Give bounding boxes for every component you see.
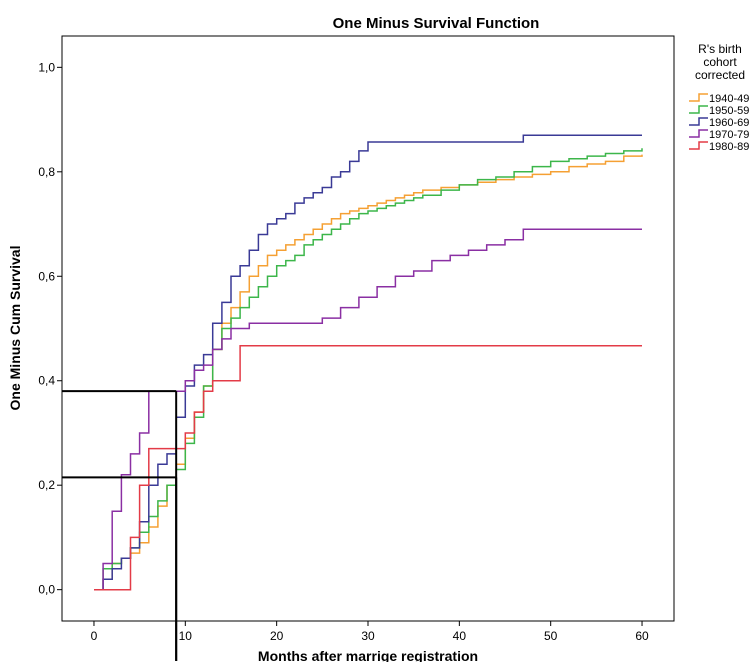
legend: R's birthcohortcorrected1940-491950-5919… bbox=[689, 42, 749, 153]
legend-title-line: corrected bbox=[695, 68, 745, 82]
legend-label: 1980-89 bbox=[709, 141, 749, 153]
legend-label: 1950-59 bbox=[709, 105, 749, 117]
x-tick-label: 20 bbox=[270, 629, 284, 643]
x-tick-label: 30 bbox=[361, 629, 375, 643]
legend-label: 1940-49 bbox=[709, 93, 749, 105]
y-tick-label: 0,0 bbox=[38, 583, 55, 597]
series-line-1980-89 bbox=[94, 344, 642, 591]
series-line-1960-69 bbox=[94, 134, 642, 591]
legend-swatch-1950-59 bbox=[689, 105, 708, 114]
x-tick-label: 0 bbox=[91, 629, 98, 643]
y-tick-label: 0,4 bbox=[38, 374, 55, 388]
legend-swatch-1940-49 bbox=[689, 93, 708, 102]
x-tick-label: 40 bbox=[453, 629, 467, 643]
legend-title-line: cohort bbox=[703, 55, 737, 69]
y-axis-label: One Minus Cum Survival bbox=[7, 246, 23, 411]
chart-title: One Minus Survival Function bbox=[333, 15, 540, 32]
legend-swatch-1980-89 bbox=[689, 141, 708, 150]
legend-label: 1960-69 bbox=[709, 117, 749, 129]
y-tick-label: 0,6 bbox=[38, 269, 55, 283]
legend-swatch-1960-69 bbox=[689, 117, 708, 126]
series-line-1950-59 bbox=[94, 148, 643, 591]
x-axis: 0 10 20 30 40 50 60 bbox=[91, 621, 649, 643]
legend-label: 1970-79 bbox=[709, 129, 749, 141]
legend-title-line: R's birth bbox=[698, 42, 742, 56]
series-line-1970-79 bbox=[94, 228, 642, 591]
y-tick-label: 0,2 bbox=[38, 478, 55, 492]
y-tick-label: 1,0 bbox=[38, 60, 55, 74]
y-axis: 0,0 0,2 0,4 0,6 0,8 1,0 bbox=[38, 60, 62, 597]
x-axis-label: Months after marrige registration bbox=[258, 648, 478, 662]
x-tick-label: 10 bbox=[179, 629, 193, 643]
y-tick-label: 0,8 bbox=[38, 165, 55, 179]
series-layer bbox=[94, 134, 643, 591]
x-tick-label: 50 bbox=[544, 629, 558, 643]
reference-lines bbox=[62, 390, 178, 661]
legend-swatch-1970-79 bbox=[689, 129, 708, 138]
x-tick-label: 60 bbox=[635, 629, 649, 643]
